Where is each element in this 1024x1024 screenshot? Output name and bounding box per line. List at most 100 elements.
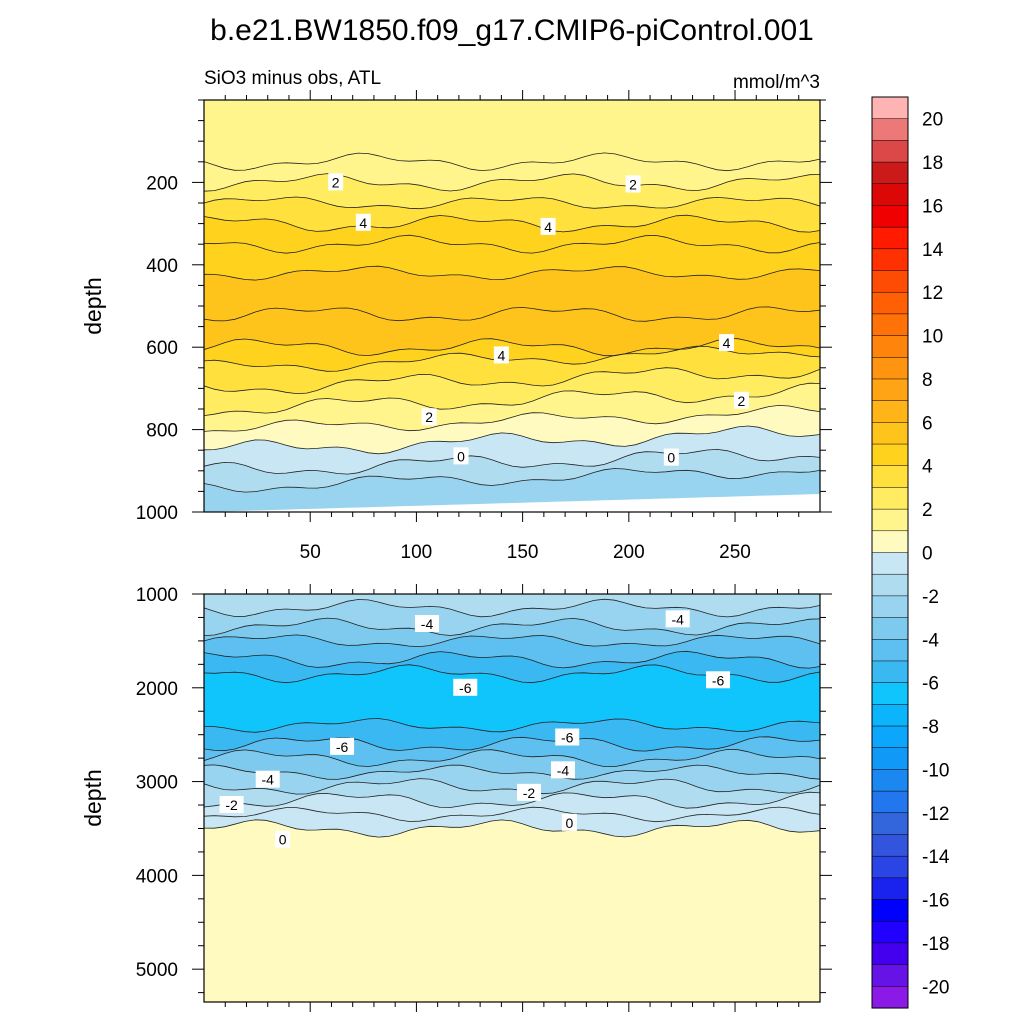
contour-label: -4	[671, 611, 684, 627]
contour-label-box	[421, 408, 437, 426]
contour-band	[204, 792, 820, 822]
x-tick-label: 50	[300, 542, 321, 563]
contour-label: 4	[544, 219, 552, 235]
colorbar-tick-label: -8	[922, 717, 939, 738]
contour-line	[204, 173, 820, 192]
colorbar-swatch	[871, 443, 909, 467]
colorbar-tick-label: -14	[922, 847, 950, 868]
colorbar-swatch	[871, 530, 909, 554]
colorbar-swatch	[871, 747, 909, 770]
colorbar-swatch	[871, 270, 909, 293]
contour-band	[204, 235, 820, 281]
contour-fill	[204, 594, 820, 1002]
contour-fill	[204, 100, 820, 512]
colorbar-tick-label: -2	[922, 587, 939, 608]
x-tick-label: 100	[401, 542, 433, 563]
y-tick-label: 5000	[136, 960, 178, 981]
y-tick-label: 1000	[136, 585, 178, 606]
colorbar-swatch	[871, 335, 909, 358]
colorbar-tick-label: 4	[922, 457, 933, 478]
colorbar-swatch	[871, 639, 909, 662]
contour-band	[204, 405, 820, 454]
contour-label: 2	[425, 409, 433, 425]
contour-line	[204, 367, 820, 395]
colorbar-tick-label: 16	[922, 196, 943, 217]
contour-label-box	[453, 678, 478, 696]
contour-label-box	[550, 761, 575, 779]
contour-label: -2	[225, 797, 238, 813]
contour-label-box	[665, 610, 690, 628]
contour-label: 2	[332, 174, 340, 190]
colorbar-tick-label: 10	[922, 327, 943, 348]
contour-label: -4	[261, 772, 274, 788]
colorbar-swatch	[871, 660, 909, 684]
contour-band	[204, 383, 820, 432]
colorbar-swatch	[871, 986, 909, 1009]
colorbar-swatch	[871, 400, 909, 423]
contour-band	[204, 807, 820, 838]
colorbar-tick-label: -4	[922, 630, 939, 651]
contour-label: 4	[359, 215, 367, 231]
contour-band	[204, 338, 820, 372]
units-label: mmol/m^3	[733, 72, 820, 93]
y-axis-label: depth	[80, 769, 106, 827]
contour-label-box	[355, 213, 371, 231]
contour-band	[204, 634, 820, 669]
colorbar-tick-label: 2	[922, 500, 933, 521]
contour-line	[204, 338, 820, 357]
contour-band	[204, 100, 820, 171]
y-tick-label: 3000	[136, 773, 178, 794]
y-tick-label: 800	[146, 421, 178, 442]
contour-label-box	[453, 447, 469, 465]
colorbar-swatch	[871, 725, 909, 749]
colorbar-swatch	[871, 226, 909, 250]
colorbar-tick-label: 12	[922, 283, 943, 304]
contour-band	[204, 426, 820, 475]
colorbar-tick-label: -12	[922, 804, 949, 825]
contour-line	[204, 764, 820, 780]
colorbar-swatch	[871, 920, 909, 944]
colorbar-swatch	[871, 205, 909, 228]
contour-line	[204, 152, 820, 172]
colorbar-swatch	[871, 834, 909, 857]
contour-label: 0	[565, 815, 573, 831]
colorbar-swatch	[871, 161, 909, 185]
plot-frame	[203, 593, 821, 1003]
contour-line	[204, 404, 820, 432]
colorbar-tick-label: -20	[922, 977, 949, 998]
contour-line	[204, 425, 820, 455]
contour-line	[204, 306, 820, 322]
contour-line	[204, 448, 820, 475]
contour-line	[204, 736, 820, 752]
contour-line	[204, 748, 820, 767]
contour-band	[204, 152, 820, 192]
y-tick-label: 2000	[136, 679, 178, 700]
contour-label: 0	[667, 450, 675, 466]
colorbar-swatch	[871, 617, 909, 640]
contour-label-box	[719, 334, 735, 352]
contour-label-box	[516, 783, 541, 801]
contour-label-box	[540, 217, 556, 235]
panel-label: SiO3 minus obs, ATL	[204, 68, 381, 89]
contour-band	[204, 778, 820, 809]
colorbar-swatch	[871, 942, 909, 966]
contour-line	[204, 778, 820, 795]
contour-band	[204, 618, 820, 647]
colorbar-swatch	[871, 140, 909, 163]
colorbar-tick-label: 0	[922, 544, 933, 565]
colorbar-swatch	[871, 552, 909, 575]
contour-label: -6	[712, 672, 725, 688]
colorbar-tick-label: -10	[922, 760, 949, 781]
colorbar-tick-label: 20	[922, 110, 943, 131]
contour-label-box	[275, 830, 291, 848]
y-tick-label: 600	[146, 338, 178, 359]
colorbar-tick-label: -18	[922, 934, 949, 955]
contour-label: 4	[497, 347, 505, 363]
colorbar-tick-label: 8	[922, 370, 933, 391]
colorbar-tick-label: 14	[922, 240, 944, 261]
contour-label: 2	[738, 393, 746, 409]
contour-label-box	[493, 346, 509, 364]
contour-line	[204, 214, 820, 233]
contour-label: -2	[523, 785, 536, 801]
